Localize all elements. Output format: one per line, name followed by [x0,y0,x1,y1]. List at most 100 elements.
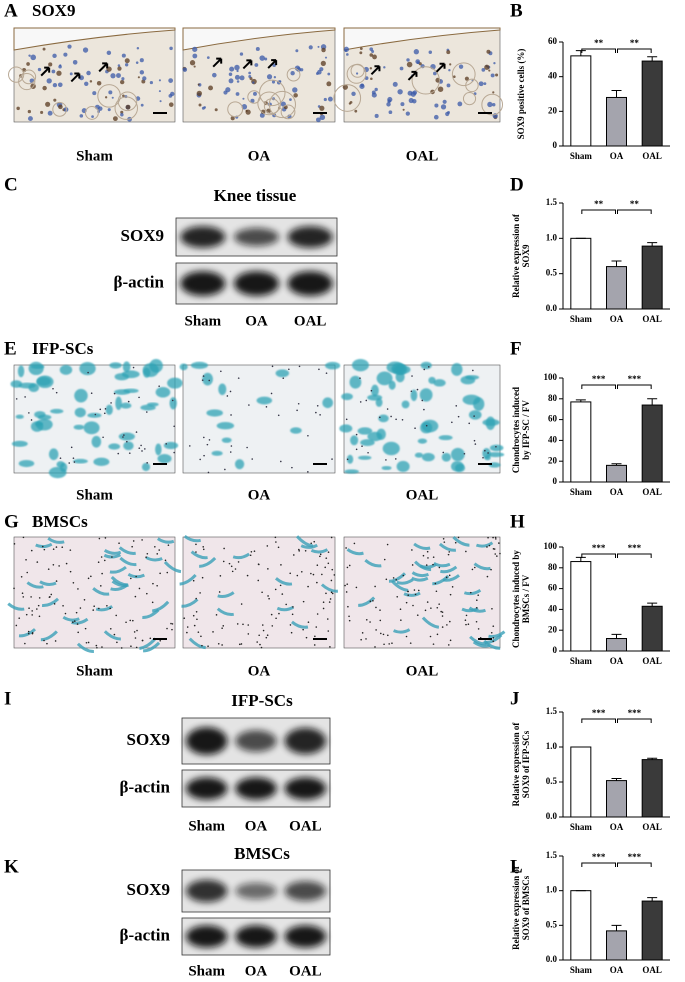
cell [434,103,439,108]
group-label: OAL [294,313,327,329]
debris [27,630,30,633]
debris [361,445,363,447]
debris [65,562,68,565]
cell [472,640,491,648]
band [287,271,333,296]
cell [351,358,369,372]
debris [37,604,40,607]
debris [488,544,491,547]
tissue [451,62,476,87]
debris [395,418,397,421]
cell [484,64,490,70]
cell [140,103,144,107]
debris [447,644,450,646]
cell [388,110,393,115]
debris [422,554,425,557]
debris [224,468,226,471]
cartilage-surface [343,27,501,51]
debris [106,604,108,607]
y-tick-label: 60 [548,414,558,424]
cell [433,71,437,76]
cell [115,396,122,411]
y-tick-label: 0.0 [546,811,558,821]
debris [441,615,444,617]
debris [414,593,417,596]
debris [146,592,148,595]
panel-title: Knee tissue [214,186,297,205]
debris [347,605,349,608]
debris [281,593,284,595]
band [180,271,226,296]
cell [491,102,496,107]
cell [417,438,428,444]
debris [476,599,478,602]
debris [50,593,53,596]
arrow [435,62,446,73]
debris [122,436,124,438]
debris [473,566,476,569]
cell [452,536,470,547]
debris [379,416,381,419]
debris [149,637,152,640]
debris [296,409,298,412]
debris [167,544,170,546]
cell [108,90,113,95]
debris [75,611,78,614]
cell [235,92,240,96]
cell [117,64,121,67]
cell [111,580,129,588]
debris [304,549,307,552]
cell [197,83,200,86]
debris [372,600,374,602]
debris [345,547,347,549]
y-tick-label: 80 [548,393,558,403]
cell [276,605,295,612]
tissue [227,101,244,118]
cell [136,47,140,50]
debris [234,568,237,570]
cell [63,52,68,57]
cell [254,63,259,67]
y-axis-label: SOX9 [521,244,531,268]
debris [492,637,495,639]
cell [120,113,124,117]
cell [234,74,240,80]
debris [396,595,399,598]
significance-bracket [617,553,652,558]
band [235,730,277,752]
debris [469,591,472,594]
debris [256,641,258,643]
debris [247,624,250,626]
debris [275,541,277,543]
y-tick-label: 0 [553,645,558,655]
debris [477,628,480,630]
debris [52,548,55,550]
debris [355,586,358,589]
debris [291,613,294,616]
debris [316,564,319,566]
debris [83,598,86,601]
cell [481,68,486,72]
significance-label: *** [592,543,606,553]
cell [292,87,298,93]
panel-label: B [510,0,523,21]
cell [406,58,410,62]
debris [375,606,377,609]
significance-label: ** [630,38,640,48]
debris [305,636,308,639]
significance-label: ** [594,38,604,48]
cell [206,56,210,60]
cell [414,452,424,458]
cell [107,108,111,112]
debris [493,548,496,550]
debris [432,563,434,566]
cell [46,78,52,84]
debris [399,608,402,611]
y-tick-label: 1.5 [546,197,558,207]
cell [239,75,245,81]
x-tick-label: Sham [570,965,593,975]
debris [156,584,158,587]
debris [195,551,197,553]
debris [292,606,294,608]
debris [53,603,56,605]
